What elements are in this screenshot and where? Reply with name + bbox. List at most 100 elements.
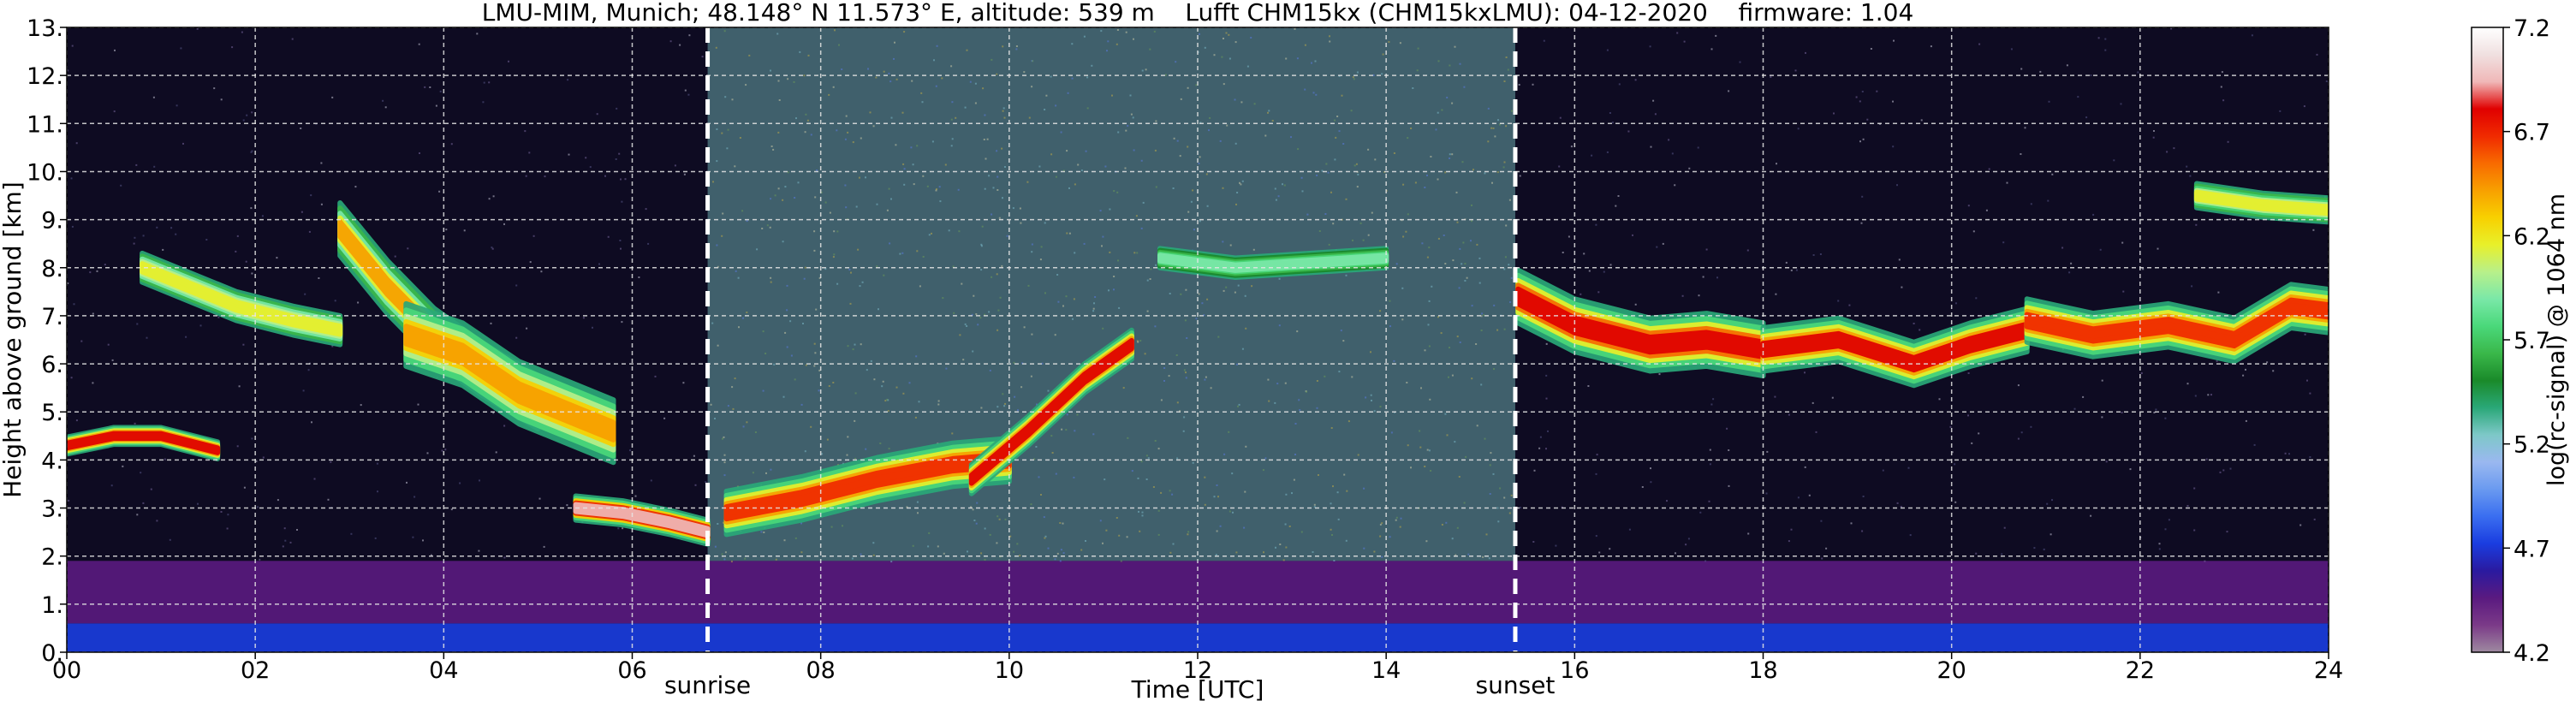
noise-speck	[430, 554, 432, 556]
noise-speck	[424, 86, 426, 88]
noise-speck	[262, 456, 265, 459]
noise-speck	[1219, 525, 1222, 527]
noise-speck	[838, 44, 840, 46]
noise-speck	[1449, 153, 1451, 156]
noise-speck	[1182, 430, 1185, 432]
noise-speck	[813, 365, 816, 367]
noise-speck	[311, 421, 312, 424]
noise-speck	[1389, 536, 1391, 538]
noise-speck	[1471, 204, 1472, 206]
noise-speck	[1539, 436, 1542, 438]
noise-speck	[2121, 241, 2124, 244]
noise-speck	[2073, 407, 2076, 410]
event-marker-labels: sunrise sunset	[664, 671, 1555, 699]
noise-speck	[723, 521, 724, 524]
noise-speck	[1493, 368, 1495, 371]
x-tick-label: 16	[1560, 657, 1589, 684]
noise-speck	[1171, 493, 1174, 496]
noise-speck	[1407, 137, 1409, 140]
noise-speck	[180, 47, 182, 50]
colorbar-label: log(rc-signal) @ 1064 nm	[2543, 193, 2570, 486]
noise-speck	[1002, 197, 1003, 199]
noise-speck	[1035, 446, 1038, 448]
noise-speck	[300, 128, 302, 129]
noise-speck	[769, 226, 771, 229]
noise-speck	[1414, 181, 1417, 184]
noise-speck	[859, 285, 861, 288]
noise-speck	[621, 200, 623, 203]
noise-speck	[135, 163, 138, 166]
noise-speck	[1790, 528, 1793, 531]
noise-speck	[1480, 383, 1483, 386]
noise-speck	[1132, 116, 1134, 119]
noise-speck	[1031, 243, 1033, 246]
noise-speck	[717, 344, 719, 347]
noise-speck	[1044, 537, 1046, 539]
noise-speck	[622, 527, 624, 530]
noise-speck	[971, 313, 973, 316]
colorbar-ticks: 4.2 4.7 5.2 5.7 6.2 6.7 7.2	[2503, 15, 2550, 667]
noise-speck	[503, 556, 506, 559]
noise-speck	[1370, 394, 1372, 396]
noise-speck	[1236, 192, 1239, 193]
noise-speck	[1147, 457, 1150, 460]
noise-speck	[1896, 502, 1899, 504]
noise-speck	[1044, 222, 1046, 224]
noise-speck	[916, 501, 919, 503]
noise-speck	[716, 128, 718, 130]
noise-speck	[134, 422, 136, 425]
noise-speck	[1074, 183, 1076, 186]
noise-speck	[1371, 400, 1372, 401]
noise-speck	[1855, 96, 1858, 98]
noise-speck	[777, 131, 780, 134]
noise-speck	[2207, 394, 2210, 396]
noise-speck	[1449, 157, 1451, 159]
noise-speck	[723, 461, 726, 464]
noise-speck	[241, 31, 243, 33]
noise-speck	[2137, 71, 2139, 74]
noise-speck	[1595, 223, 1597, 226]
noise-speck	[717, 523, 719, 525]
noise-speck	[1437, 178, 1439, 181]
grid-lines	[67, 27, 2329, 652]
noise-speck	[1050, 153, 1053, 156]
noise-speck	[1490, 452, 1492, 454]
noise-speck	[746, 220, 748, 223]
noise-speck	[1054, 558, 1056, 561]
noise-speck	[712, 181, 714, 183]
noise-speck	[2101, 416, 2103, 419]
noise-speck	[185, 336, 187, 338]
noise-speck	[1848, 304, 1851, 306]
colorbar-tick-label: 7.2	[2514, 15, 2550, 42]
noise-speck	[2039, 70, 2042, 73]
noise-speck	[2006, 181, 2008, 184]
noise-speck	[1187, 86, 1189, 89]
noise-speck	[756, 248, 759, 251]
noise-speck	[1101, 245, 1103, 247]
noise-speck	[1805, 51, 1806, 54]
noise-speck	[1003, 405, 1006, 407]
noise-speck	[142, 502, 145, 504]
noise-speck	[1111, 94, 1113, 97]
noise-speck	[1245, 327, 1247, 330]
noise-speck	[961, 282, 963, 285]
noise-speck	[722, 212, 724, 215]
noise-speck	[1458, 287, 1461, 289]
noise-speck	[1456, 526, 1459, 529]
noise-speck	[1471, 377, 1473, 380]
noise-speck	[1155, 186, 1157, 188]
noise-speck	[1002, 45, 1004, 48]
noise-speck	[152, 96, 155, 98]
noise-speck	[1518, 84, 1520, 86]
noise-speck	[1429, 398, 1431, 401]
noise-speck	[1345, 539, 1347, 542]
noise-speck	[717, 265, 719, 268]
noise-speck	[1185, 377, 1187, 379]
noise-speck	[478, 550, 480, 552]
noise-speck	[1023, 71, 1026, 74]
noise-speck	[1545, 397, 1548, 400]
noise-speck	[1327, 171, 1330, 174]
noise-speck	[1688, 167, 1691, 169]
noise-speck	[1291, 492, 1293, 495]
noise-speck	[1728, 90, 1730, 92]
